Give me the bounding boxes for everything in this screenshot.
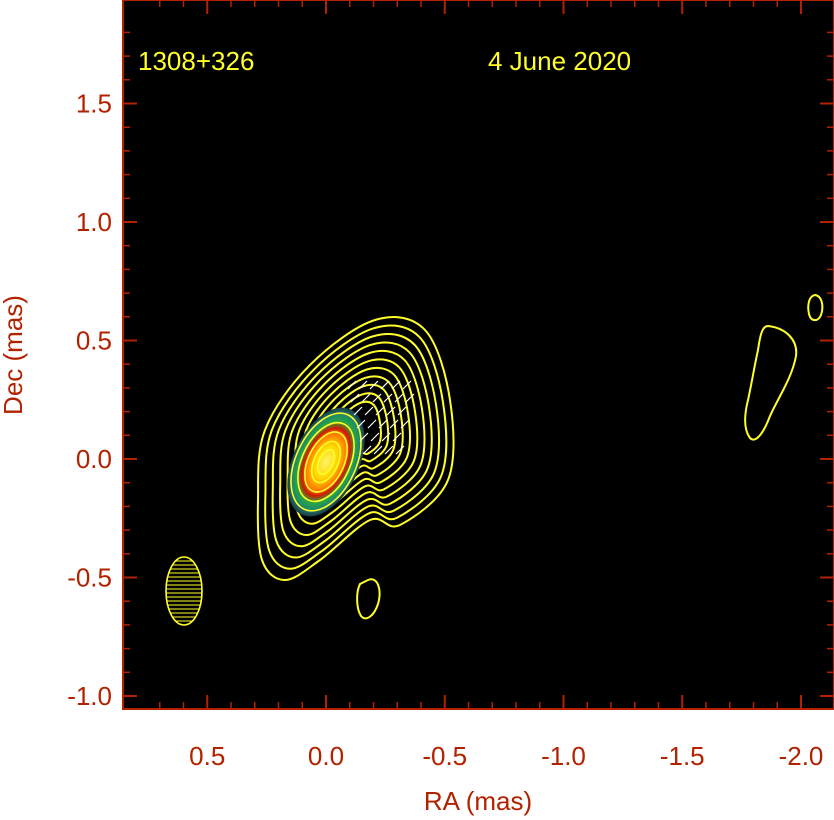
- polarization-tick: [359, 432, 369, 442]
- polarization-tick: [395, 445, 405, 455]
- polarization-tick: [375, 406, 385, 416]
- polarization-tick: [386, 406, 396, 416]
- y-tick-label: 1.5: [76, 89, 112, 119]
- polarization-tick: [402, 380, 412, 390]
- polarization-tick: [394, 393, 404, 403]
- contour-blob-far-west: [807, 293, 824, 322]
- polarization-tick: [405, 393, 415, 403]
- polarization-tick: [361, 393, 371, 403]
- x-tick-label: 0.0: [308, 741, 344, 771]
- x-tick-label: 0.5: [189, 741, 225, 771]
- polarization-tick: [358, 380, 368, 390]
- x-axis: 0.5 0.0 -0.5 -1.0 -1.5 -2.0: [159, 0, 824, 771]
- contour-line: [279, 341, 433, 548]
- polarization-tick: [392, 432, 402, 442]
- polarization-tick: [397, 406, 407, 416]
- x-axis-label: RA (mas): [424, 786, 532, 816]
- plot-frame: [122, 0, 834, 710]
- polarization-tick: [400, 419, 410, 429]
- y-axis: 1.5 1.0 0.5 0.0 -0.5 -1.0: [67, 31, 834, 711]
- core-contour: [297, 421, 355, 503]
- polarization-tick: [353, 406, 363, 416]
- observation-date: 4 June 2020: [488, 46, 631, 76]
- y-axis-label: Dec (mas): [0, 295, 28, 415]
- polarization-tick: [369, 380, 379, 390]
- contour-blob-south: [356, 578, 381, 620]
- contour-blob-west: [744, 324, 798, 441]
- source-name: 1308+326: [138, 46, 254, 76]
- x-tick-label: -1.0: [541, 741, 586, 771]
- contour-line: [256, 316, 455, 582]
- polarization-tick: [364, 406, 374, 416]
- contour-line: [271, 333, 441, 559]
- x-tick-label: -0.5: [422, 741, 467, 771]
- x-tick-label: -2.0: [779, 741, 824, 771]
- polarization-tick: [362, 445, 372, 455]
- polarization-tick: [384, 445, 394, 455]
- inner-contours: [290, 412, 362, 512]
- x-tick-label: -1.5: [660, 741, 705, 771]
- core-contour: [310, 440, 342, 484]
- polarization-tick: [389, 419, 399, 429]
- y-tick-label: 1.0: [76, 207, 112, 237]
- y-tick-label: -0.5: [67, 563, 112, 593]
- plot-background: [123, 0, 834, 709]
- beam-ellipse: [165, 556, 203, 626]
- polarization-tick: [370, 432, 380, 442]
- polarization-tick: [347, 380, 357, 390]
- polarization-tick: [381, 432, 391, 442]
- polarization-vectors: [347, 380, 415, 455]
- contour-line: [264, 324, 448, 570]
- contour-line: [286, 349, 426, 537]
- outer-contours: [256, 316, 455, 582]
- core-contour: [304, 431, 348, 493]
- y-tick-label: 0.0: [76, 444, 112, 474]
- y-tick-label: -1.0: [67, 681, 112, 711]
- polarization-tick: [383, 393, 393, 403]
- core-contour: [290, 412, 362, 512]
- polarization-tick: [391, 380, 401, 390]
- polarization-tick: [356, 419, 366, 429]
- polarization-tick: [372, 393, 382, 403]
- polarization-tick: [350, 393, 360, 403]
- y-tick-label: 0.5: [76, 326, 112, 356]
- core-contour: [316, 449, 336, 475]
- polarization-tick: [378, 419, 388, 429]
- polarization-tick: [373, 445, 383, 455]
- polarization-tick: [367, 419, 377, 429]
- polarization-tick: [380, 380, 390, 390]
